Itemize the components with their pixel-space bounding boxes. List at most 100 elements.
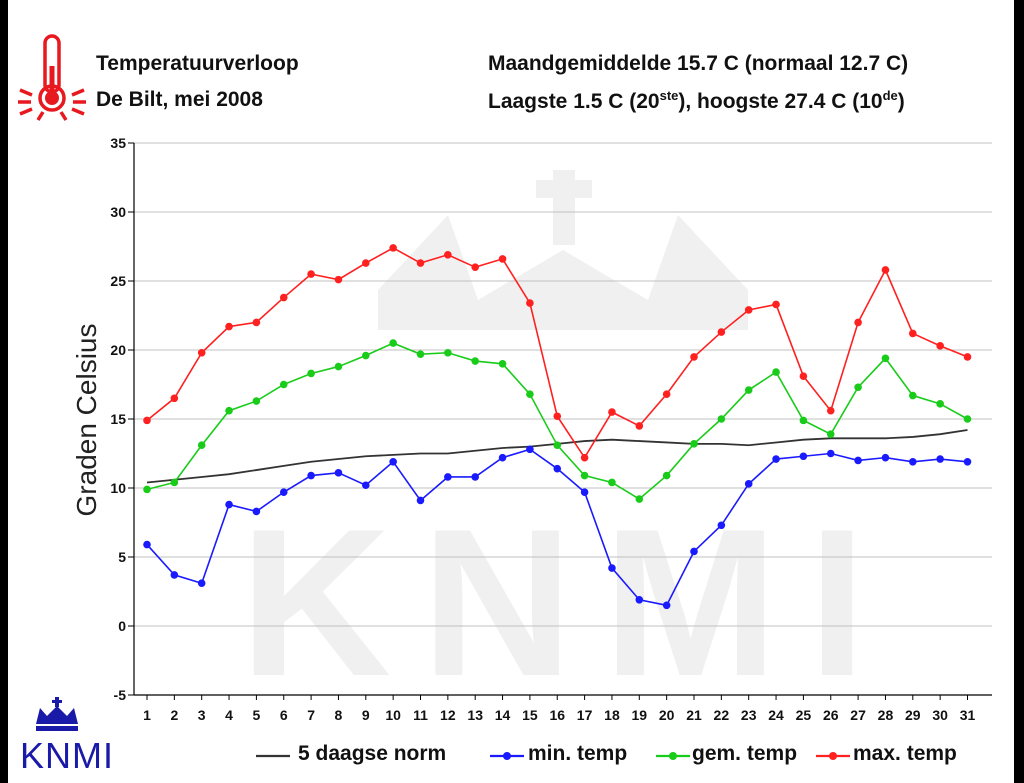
data-point-max bbox=[471, 263, 480, 272]
data-point-max bbox=[526, 299, 534, 307]
data-point-mean bbox=[772, 368, 780, 376]
data-point-min bbox=[389, 457, 397, 466]
lowest-text: Laagste 1.5 C (20 bbox=[488, 90, 660, 113]
x-tick-label: 9 bbox=[362, 707, 370, 723]
data-point-min bbox=[881, 453, 890, 462]
data-point-max bbox=[881, 266, 890, 274]
data-point-mean bbox=[498, 360, 507, 368]
x-tick-label: 12 bbox=[440, 707, 456, 723]
legend-label-norm: 5 daagse norm bbox=[298, 742, 447, 765]
data-point-max bbox=[717, 328, 726, 336]
data-point-max bbox=[307, 270, 315, 278]
data-point-max bbox=[362, 259, 370, 267]
x-tick-label: 6 bbox=[280, 707, 288, 723]
x-tick-label: 14 bbox=[495, 707, 511, 723]
chart-title: Temperatuurverloop bbox=[96, 52, 299, 75]
data-point-mean bbox=[389, 339, 397, 347]
legend-label-mean: gem. temp bbox=[692, 742, 798, 765]
data-point-max bbox=[936, 342, 944, 350]
data-point-min bbox=[772, 455, 780, 463]
data-point-min bbox=[362, 481, 370, 490]
data-point-mean bbox=[744, 386, 753, 394]
data-point-min bbox=[580, 488, 589, 496]
y-tick-label: 15 bbox=[110, 411, 126, 427]
y-tick-label: 10 bbox=[110, 480, 126, 496]
data-point-min bbox=[526, 445, 534, 454]
y-tick-label: -5 bbox=[114, 687, 127, 703]
extremes-line: Laagste 1.5 C (20ste), hoogste 27.4 C (1… bbox=[488, 88, 905, 114]
data-point-mean bbox=[826, 430, 835, 438]
data-point-mean bbox=[690, 440, 698, 448]
x-tick-label: 21 bbox=[686, 707, 702, 723]
data-point-min bbox=[553, 464, 562, 473]
data-point-mean bbox=[881, 354, 890, 363]
data-point-mean bbox=[963, 415, 972, 423]
data-point-min bbox=[143, 540, 151, 549]
data-point-min bbox=[826, 449, 835, 458]
data-point-max bbox=[498, 255, 507, 263]
y-tick-label: 5 bbox=[118, 549, 126, 565]
x-tick-label: 1 bbox=[143, 707, 151, 723]
data-point-mean bbox=[444, 348, 452, 357]
x-tick-label: 20 bbox=[659, 707, 675, 723]
data-point-min bbox=[334, 469, 343, 477]
data-point-max bbox=[635, 422, 644, 430]
svg-text:KNMI: KNMI bbox=[240, 485, 897, 720]
x-tick-label: 15 bbox=[522, 707, 538, 723]
data-point-min bbox=[170, 571, 179, 579]
x-tick-label: 11 bbox=[413, 707, 428, 723]
data-point-min bbox=[416, 496, 425, 505]
y-tick-label: 35 bbox=[110, 135, 126, 151]
data-point-min bbox=[909, 457, 917, 466]
x-tick-label: 19 bbox=[632, 707, 648, 723]
data-point-mean bbox=[854, 383, 862, 392]
data-point-max bbox=[553, 412, 562, 421]
data-point-mean bbox=[662, 471, 671, 480]
data-point-mean bbox=[416, 350, 425, 358]
thermometer-icon bbox=[18, 34, 86, 121]
x-tick-label: 13 bbox=[467, 707, 483, 723]
legend-marker-max bbox=[829, 752, 837, 760]
data-point-mean bbox=[608, 478, 616, 487]
data-point-min bbox=[690, 547, 698, 556]
data-point-mean bbox=[307, 369, 315, 378]
chart-frame: Temperatuurverloop De Bilt, mei 2008 Maa… bbox=[8, 0, 1014, 783]
highest-suffix: ) bbox=[897, 90, 905, 113]
legend-label-max: max. temp bbox=[853, 742, 957, 765]
y-tick-label: 25 bbox=[110, 273, 126, 289]
data-point-min bbox=[744, 480, 753, 488]
data-point-mean bbox=[936, 400, 944, 408]
data-point-max bbox=[444, 250, 452, 259]
data-point-min bbox=[279, 488, 288, 496]
x-tick-label: 23 bbox=[741, 707, 757, 723]
data-point-mean bbox=[635, 495, 644, 503]
data-point-mean bbox=[279, 380, 288, 389]
x-tick-label: 28 bbox=[878, 707, 894, 723]
y-axis-label: Graden Celsius bbox=[71, 324, 102, 517]
legend-marker-mean bbox=[669, 752, 677, 760]
data-point-max bbox=[963, 353, 972, 361]
lowest-ordinal: ste bbox=[659, 88, 679, 103]
data-point-max bbox=[389, 244, 397, 252]
crown-icon bbox=[36, 697, 78, 731]
data-point-min bbox=[307, 471, 315, 480]
monthly-mean: Maandgemiddelde 15.7 C (normaal 12.7 C) bbox=[488, 52, 909, 75]
data-point-min bbox=[717, 521, 726, 530]
data-point-max bbox=[608, 408, 616, 416]
data-point-min bbox=[197, 579, 206, 588]
data-point-mean bbox=[526, 390, 534, 398]
x-tick-label: 18 bbox=[604, 707, 620, 723]
data-point-max bbox=[826, 406, 835, 415]
chart-subtitle: De Bilt, mei 2008 bbox=[96, 88, 263, 111]
data-point-max bbox=[690, 353, 698, 361]
data-point-max bbox=[799, 372, 808, 381]
y-tick-label: 20 bbox=[110, 342, 126, 358]
x-tick-label: 29 bbox=[905, 707, 921, 723]
x-tick-label: 10 bbox=[385, 707, 401, 723]
data-point-mean bbox=[143, 485, 151, 494]
knmi-watermark: KNMI bbox=[240, 170, 897, 720]
x-tick-label: 22 bbox=[714, 707, 730, 723]
data-point-mean bbox=[197, 441, 206, 450]
data-point-max bbox=[225, 322, 233, 331]
data-point-max bbox=[854, 318, 862, 327]
